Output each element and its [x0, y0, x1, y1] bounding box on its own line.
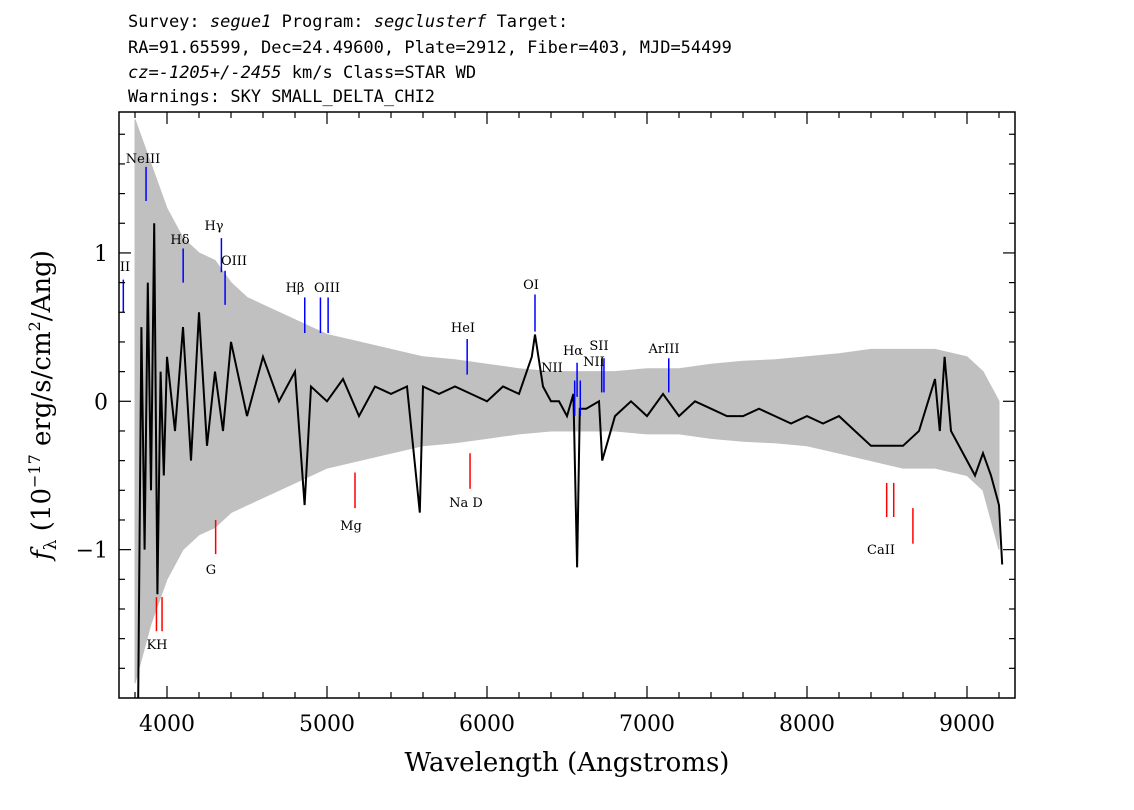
- cz-label: cz=: [128, 63, 159, 83]
- line-label-sii: SII: [589, 339, 608, 354]
- header-line-2: RA=91.65599, Dec=24.49600, Plate=2912, F…: [128, 38, 732, 58]
- line-label-caii: CaII: [867, 543, 895, 558]
- cz-unit: km/s: [291, 63, 333, 83]
- line-label-oiii_a: OIII: [221, 254, 247, 269]
- survey-value: segue1: [209, 12, 272, 32]
- line-label-ii: II: [120, 260, 130, 275]
- line-label-hei: HeI: [451, 321, 475, 336]
- x-tick-label: 4000: [139, 712, 195, 737]
- axis-ticks: [119, 112, 1015, 698]
- program-label: Program:: [281, 12, 364, 32]
- cz-value: -1205+/-2455: [158, 63, 282, 83]
- x-tick-label: 6000: [459, 712, 515, 737]
- x-axis-label: Wavelength (Angstroms): [405, 748, 730, 778]
- line-label-hdelta: Hδ: [170, 233, 189, 248]
- y-tick-label: −1: [76, 539, 108, 564]
- x-tick-label: 8000: [779, 712, 835, 737]
- line-label-halpha: Hα: [563, 344, 583, 359]
- header-line-4: Warnings: SKY SMALL_DELTA_CHI2: [128, 87, 436, 107]
- line-label-g: G: [206, 563, 216, 578]
- header-line-3: cz=-1205+/-2455 km/s Class=STAR WD: [128, 63, 476, 83]
- line-label-ariii: ArIII: [647, 342, 679, 357]
- flux-line: [137, 223, 1004, 698]
- class-text: Class=STAR WD: [343, 63, 477, 83]
- line-label-nii_b: NII: [583, 355, 605, 370]
- target-label: Target:: [496, 12, 569, 32]
- header-line-1: Survey: segue1 Program: segclusterf Targ…: [128, 12, 568, 32]
- x-tick-label: 7000: [619, 712, 675, 737]
- line-label-mg: Mg: [340, 519, 362, 534]
- y-axis-label: fλ (10−17 erg/s/cm2/Ang): [25, 250, 61, 562]
- line-label-nii_a: NII: [541, 361, 563, 376]
- program-value: segclusterf: [373, 12, 487, 32]
- line-label-neiii: NeIII: [126, 152, 160, 167]
- line-label-hbeta: Hβ: [286, 281, 305, 296]
- x-tick-label: 5000: [299, 712, 355, 737]
- error-band: [134, 119, 1000, 684]
- survey-label: Survey:: [128, 12, 200, 32]
- line-markers: [122, 166, 914, 632]
- plot-area: [122, 119, 1004, 698]
- line-label-oiii_b: OIII: [314, 281, 340, 296]
- plot-frame: [118, 111, 1016, 699]
- line-label-kh: KH: [146, 638, 167, 653]
- axis-tick-labels: 4000 5000 6000 7000 8000 9000 −1 0 1: [76, 242, 995, 737]
- line-label-hgamma: Hγ: [204, 219, 223, 234]
- y-tick-label: 1: [94, 242, 108, 267]
- x-tick-label: 9000: [939, 712, 995, 737]
- y-tick-label: 0: [94, 390, 108, 415]
- line-label-oi: OI: [523, 278, 539, 293]
- line-label-nad: Na D: [449, 496, 483, 511]
